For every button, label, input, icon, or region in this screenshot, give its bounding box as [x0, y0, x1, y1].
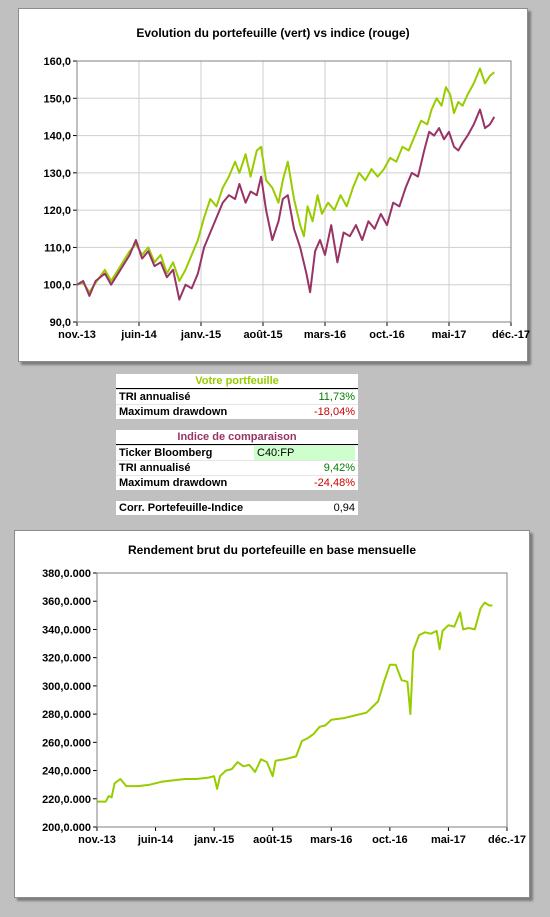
y-tick-label: 100,0 — [43, 280, 71, 292]
y-tick-label: 130,0 — [43, 168, 71, 180]
benchmark-drawdown-row: Maximum drawdown -24,48% — [116, 475, 358, 490]
x-tick-label: oct.-16 — [369, 329, 404, 341]
x-tick-label: août-15 — [243, 329, 282, 341]
portfolio-tri-label: TRI annualisé — [119, 391, 191, 403]
portfolio-stats-table: Votre portfeuille TRI annualisé 11,73% M… — [116, 374, 358, 419]
y-tick-label: 140,0 — [43, 131, 71, 143]
portfolio-drawdown-value: -18,04% — [314, 406, 355, 418]
correlation-label: Corr. Portefeuille-Indice — [119, 502, 244, 514]
y-tick-label: 300,0.000 — [42, 681, 91, 693]
chart-2-title: Rendement brut du portefeuille en base m… — [128, 543, 416, 557]
x-tick-label: mai-17 — [431, 834, 466, 846]
y-tick-label: 320,0.000 — [42, 653, 91, 665]
x-tick-label: mai-17 — [432, 329, 467, 341]
y-tick-label: 380,0.000 — [42, 568, 91, 580]
y-tick-label: 200,0.000 — [42, 822, 91, 834]
benchmark-drawdown-value: -24,48% — [314, 477, 355, 489]
x-tick-label: juin-14 — [137, 834, 174, 846]
monthly-return-chart: Rendement brut du portefeuille en base m… — [14, 530, 530, 898]
x-tick-label: mars-16 — [304, 329, 346, 341]
benchmark-header: Indice de comparaison — [116, 430, 358, 445]
chart-1-title: Evolution du portefeuille (vert) vs indi… — [136, 26, 409, 40]
x-tick-label: janv.-15 — [180, 329, 221, 341]
y-tick-label: 240,0.000 — [42, 766, 91, 778]
y-tick-label: 220,0.000 — [42, 794, 91, 806]
x-tick-label: déc.-17 — [492, 329, 530, 341]
y-tick-label: 120,0 — [43, 205, 71, 217]
x-tick-label: août-15 — [253, 834, 292, 846]
y-tick-label: 360,0.000 — [42, 596, 91, 608]
benchmark-stats-table: Indice de comparaison Ticker Bloomberg C… — [116, 430, 358, 490]
portfolio-drawdown-row: Maximum drawdown -18,04% — [116, 404, 358, 419]
y-tick-label: 90,0 — [50, 317, 71, 329]
x-tick-label: nov.-13 — [78, 834, 116, 846]
benchmark-tri-row: TRI annualisé 9,42% — [116, 460, 358, 475]
x-tick-label: janv.-15 — [193, 834, 234, 846]
y-tick-label: 280,0.000 — [42, 709, 91, 721]
benchmark-ticker-row: Ticker Bloomberg C40:FP — [116, 445, 358, 460]
correlation-value: 0,94 — [333, 502, 355, 514]
y-tick-label: 160,0 — [43, 56, 71, 68]
portfolio-header: Votre portfeuille — [116, 374, 358, 389]
benchmark-ticker-label: Ticker Bloomberg — [119, 447, 213, 459]
x-tick-label: nov.-13 — [58, 329, 96, 341]
portfolio-drawdown-label: Maximum drawdown — [119, 406, 228, 418]
x-tick-label: juin-14 — [120, 329, 157, 341]
series-line-2 — [76, 108, 496, 301]
benchmark-drawdown-label: Maximum drawdown — [119, 477, 228, 489]
chart-2-svg: Rendement brut du portefeuille en base m… — [42, 543, 526, 846]
chart-1-plot-area — [76, 60, 512, 323]
benchmark-ticker-input[interactable]: C40:FP — [254, 446, 355, 460]
x-tick-label: mars-16 — [310, 834, 352, 846]
x-tick-label: déc.-17 — [488, 834, 526, 846]
correlation-table: Corr. Portefeuille-Indice 0,94 — [116, 501, 358, 515]
benchmark-tri-label: TRI annualisé — [119, 462, 191, 474]
benchmark-tri-value: 9,42% — [323, 462, 355, 474]
series-line-1 — [97, 601, 493, 803]
y-tick-label: 110,0 — [44, 242, 71, 254]
portfolio-vs-index-chart: Evolution du portefeuille (vert) vs indi… — [18, 8, 530, 362]
chart-1-svg: Evolution du portefeuille (vert) vs indi… — [43, 26, 530, 341]
y-tick-label: 150,0 — [43, 93, 71, 105]
chart-2-plot-area — [96, 572, 508, 828]
y-tick-label: 340,0.000 — [42, 624, 91, 636]
y-tick-label: 260,0.000 — [42, 737, 91, 749]
correlation-row: Corr. Portefeuille-Indice 0,94 — [116, 501, 358, 515]
series-line-1 — [76, 67, 495, 294]
x-tick-label: oct.-16 — [372, 834, 407, 846]
portfolio-tri-row: TRI annualisé 11,73% — [116, 389, 358, 404]
portfolio-tri-value: 11,73% — [318, 391, 356, 403]
